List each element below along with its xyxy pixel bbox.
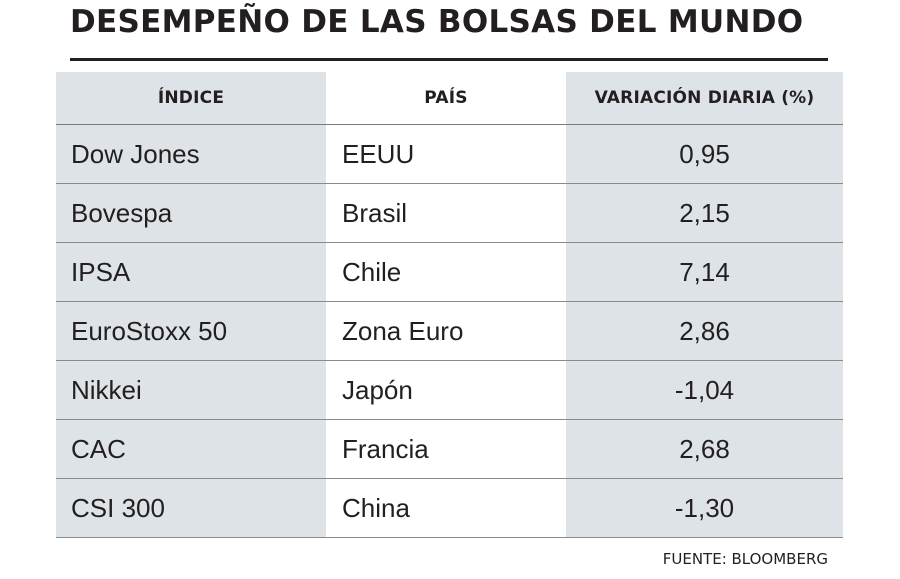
source-note: FUENTE: BLOOMBERG [662, 550, 828, 568]
cell-variacion: 7,14 [566, 242, 843, 302]
cell-pais: Francia [326, 419, 566, 479]
cell-pais: Zona Euro [326, 301, 566, 361]
cell-pais: EEUU [326, 124, 566, 184]
data-table: ÍNDICE PAÍS VARIACIÓN DIARIA (%) Dow Jon… [56, 72, 843, 538]
table-row: EuroStoxx 50 Zona Euro 2,86 [56, 301, 843, 361]
table-row: CSI 300 China -1,30 [56, 478, 843, 538]
cell-indice: Dow Jones [56, 124, 326, 184]
cell-indice: EuroStoxx 50 [56, 301, 326, 361]
table-row: CAC Francia 2,68 [56, 419, 843, 479]
table-row: Dow Jones EEUU 0,95 [56, 124, 843, 184]
cell-variacion: 2,68 [566, 419, 843, 479]
column-header-pais: PAÍS [326, 72, 566, 125]
cell-indice: Bovespa [56, 183, 326, 243]
table-header-row: ÍNDICE PAÍS VARIACIÓN DIARIA (%) [56, 72, 843, 125]
column-header-indice: ÍNDICE [56, 72, 326, 125]
cell-indice: CSI 300 [56, 478, 326, 538]
cell-variacion: 2,15 [566, 183, 843, 243]
cell-pais: Brasil [326, 183, 566, 243]
cell-variacion: -1,04 [566, 360, 843, 420]
table-row: Bovespa Brasil 2,15 [56, 183, 843, 243]
cell-variacion: 0,95 [566, 124, 843, 184]
table-row: Nikkei Japón -1,04 [56, 360, 843, 420]
cell-pais: Chile [326, 242, 566, 302]
cell-indice: Nikkei [56, 360, 326, 420]
title-underline [70, 58, 828, 61]
table-row: IPSA Chile 7,14 [56, 242, 843, 302]
cell-pais: China [326, 478, 566, 538]
cell-variacion: 2,86 [566, 301, 843, 361]
cell-indice: CAC [56, 419, 326, 479]
cell-indice: IPSA [56, 242, 326, 302]
chart-title: DESEMPEÑO DE LAS BOLSAS DEL MUNDO [70, 4, 804, 40]
column-header-variacion: VARIACIÓN DIARIA (%) [566, 72, 843, 125]
cell-variacion: -1,30 [566, 478, 843, 538]
cell-pais: Japón [326, 360, 566, 420]
